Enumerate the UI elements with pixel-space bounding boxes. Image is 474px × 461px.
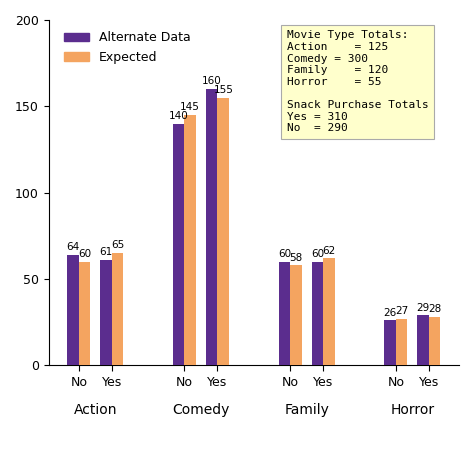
Text: 27: 27 xyxy=(395,306,408,316)
Text: 60: 60 xyxy=(311,249,324,259)
Text: 65: 65 xyxy=(111,241,124,250)
Bar xyxy=(100,260,112,365)
Legend: Alternate Data, Expected: Alternate Data, Expected xyxy=(59,26,196,69)
Text: 61: 61 xyxy=(100,248,113,257)
Bar xyxy=(417,315,429,365)
Text: 160: 160 xyxy=(202,77,221,87)
Text: Horror: Horror xyxy=(390,403,434,417)
Bar xyxy=(311,262,323,365)
Text: Movie Type Totals:
Action    = 125
Comedy = 300
Family    = 120
Horror    = 55

: Movie Type Totals: Action = 125 Comedy =… xyxy=(287,30,428,133)
Bar xyxy=(67,255,79,365)
Text: Family: Family xyxy=(284,403,329,417)
Bar xyxy=(112,253,123,365)
Text: 29: 29 xyxy=(416,302,429,313)
Bar xyxy=(79,262,91,365)
Text: 145: 145 xyxy=(180,102,200,112)
Text: Comedy: Comedy xyxy=(172,403,230,417)
Text: 140: 140 xyxy=(169,111,189,121)
Bar xyxy=(323,258,335,365)
Text: 60: 60 xyxy=(78,249,91,259)
Bar xyxy=(384,320,396,365)
Text: Action: Action xyxy=(73,403,117,417)
Text: 64: 64 xyxy=(66,242,80,252)
Bar xyxy=(206,89,218,365)
Text: 155: 155 xyxy=(213,85,233,95)
Bar xyxy=(290,265,301,365)
Text: 28: 28 xyxy=(428,304,441,314)
Text: 60: 60 xyxy=(278,249,291,259)
Bar xyxy=(184,115,196,365)
Text: 62: 62 xyxy=(322,246,336,256)
Bar xyxy=(396,319,407,365)
Bar xyxy=(173,124,184,365)
Bar xyxy=(218,98,229,365)
Text: 58: 58 xyxy=(289,253,302,263)
Bar xyxy=(279,262,290,365)
Bar xyxy=(429,317,440,365)
Text: 26: 26 xyxy=(383,308,397,318)
